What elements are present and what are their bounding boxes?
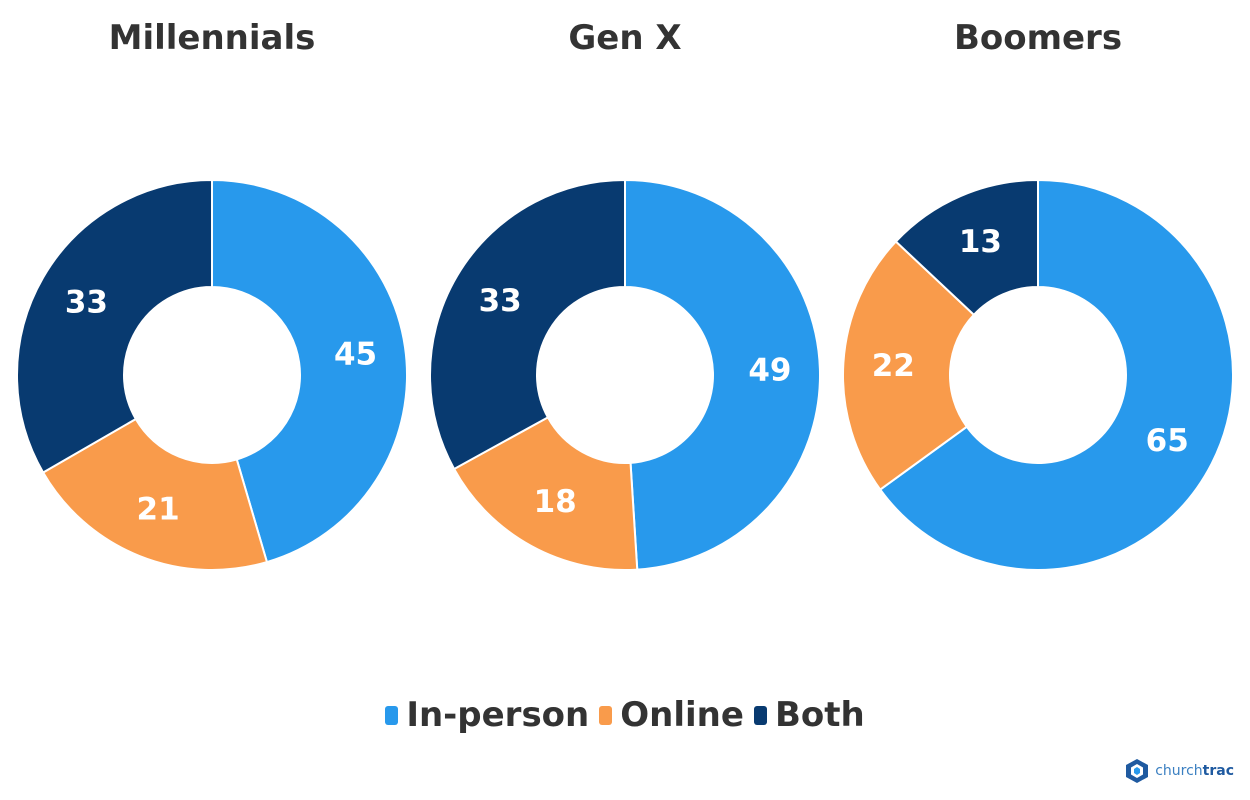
value-label-millennials-both: 33 <box>65 285 108 321</box>
legend-label-in-person: In-person <box>406 695 590 735</box>
chart-title-millennials: Millennials <box>108 18 316 58</box>
value-label-gen-x-online: 18 <box>534 484 577 520</box>
slice-boomers-both <box>894 178 1039 317</box>
slice-gen-x-online <box>452 416 639 571</box>
churchtrac-logo: church trac <box>1124 758 1234 784</box>
value-label-boomers-in-person: 65 <box>1146 423 1189 459</box>
slice-gen-x-both <box>429 178 626 471</box>
logo-text-church: church <box>1155 763 1203 779</box>
cube-icon <box>1126 759 1149 783</box>
legend-swatch-both <box>753 705 767 725</box>
value-label-boomers-online: 22 <box>872 348 915 384</box>
slice-gen-x-in-person <box>624 178 821 571</box>
value-label-gen-x-both: 33 <box>479 283 522 319</box>
legend: In-person Online Both <box>0 695 1250 735</box>
value-label-millennials-in-person: 45 <box>334 336 377 372</box>
slice-millennials-in-person <box>211 178 408 564</box>
legend-item-in-person: In-person <box>385 695 589 735</box>
legend-label-both: Both <box>774 695 865 735</box>
chart-title-gen-x: Gen X <box>568 18 682 58</box>
chart-title-boomers: Boomers <box>953 18 1123 58</box>
slice-millennials-online <box>41 417 269 571</box>
legend-label-online: Online <box>620 695 744 735</box>
slice-boomers-in-person <box>878 178 1234 571</box>
value-label-millennials-online: 21 <box>137 492 180 528</box>
value-label-gen-x-in-person: 49 <box>748 352 791 388</box>
slice-millennials-both <box>16 178 213 474</box>
legend-item-online: Online <box>599 695 744 735</box>
legend-swatch-in-person <box>385 705 399 725</box>
slice-boomers-online <box>842 240 976 492</box>
legend-item-both: Both <box>753 695 865 735</box>
legend-swatch-online <box>599 705 613 725</box>
logo-text-trac: trac <box>1202 763 1234 779</box>
value-label-boomers-both: 13 <box>959 224 1002 260</box>
